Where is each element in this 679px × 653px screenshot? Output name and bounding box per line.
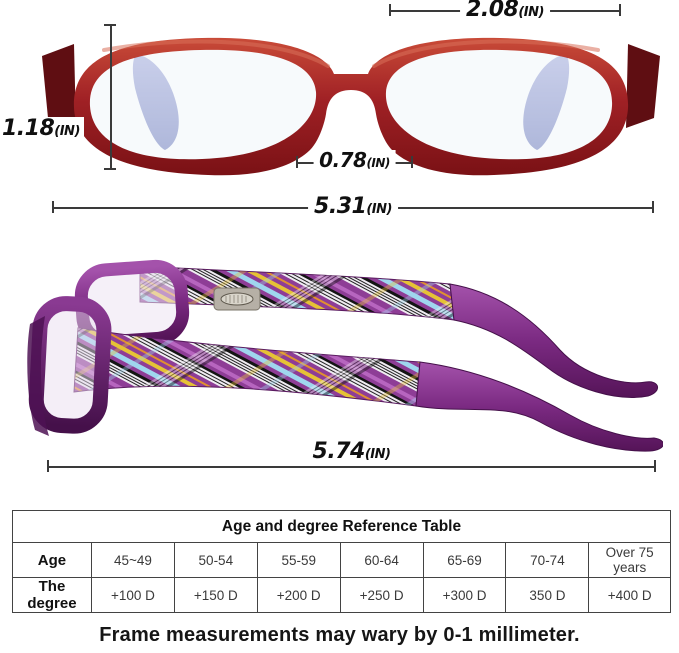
dimension-tick [52,201,54,213]
dimension-label: 5.74(IN) [307,440,397,463]
table-cell: 350 D [505,577,590,613]
frame-highlights [102,39,600,68]
dimension-tick [104,24,116,26]
row-header: Age [12,542,92,578]
table-row-age: Age 45~49 50-54 55-59 60-64 65-69 70-74 … [12,542,671,578]
dimension-tick [389,4,391,16]
footnote-text: Frame measurements may wary by 0-1 milli… [99,624,580,646]
dimension-frame-width: 5.31(IN) [52,194,654,220]
dimension-tick [619,4,621,16]
table-cell: Over 75 years [588,542,671,578]
dimension-temple-length: 5.74(IN) [47,440,656,476]
lower-temple [73,327,663,452]
dimension-value: 0.78 [319,148,367,172]
dimension-line [110,24,112,170]
table-cell: +100 D [90,577,175,613]
table-cell: 70-74 [505,542,590,578]
table-title: Age and degree Reference Table [12,510,671,543]
dimension-value: 2.08 [466,0,519,22]
red-frame [73,37,629,176]
purple-glasses-side-illustration [27,259,663,452]
table-cell: +400 D [588,577,671,613]
dimension-unit: (IN) [366,202,392,217]
dimension-unit: (IN) [366,156,390,170]
front-frame-edge [27,316,49,436]
dimension-tick [652,201,654,213]
dimension-tick [654,460,656,472]
hinge-metal [213,287,261,311]
dimension-value: 5.31 [314,194,367,219]
dimension-label: 0.78(IN) [313,150,396,171]
lens-glass [89,49,613,160]
dimension-unit: (IN) [54,124,80,139]
upper-temple [139,265,658,398]
table-cell: 55-59 [256,542,341,578]
dimension-value: 1.18 [2,116,55,141]
dimension-tick [47,460,49,472]
table-cell: 50-54 [173,542,258,578]
age-degree-reference-table: Age and degree Reference Table Age 45~49… [12,510,671,613]
table-cell: +250 D [339,577,424,613]
dimension-tick [411,156,413,168]
dimension-bridge-width: 0.78(IN) [296,150,413,174]
table-row-degree: The degree +100 D +150 D +200 D +250 D +… [12,577,671,613]
dimension-tick [104,168,116,170]
end-pieces [42,44,660,128]
dimension-line [47,466,656,468]
table-cell: +300 D [422,577,507,613]
table-cell: +200 D [256,577,341,613]
dimension-lens-width: 2.08(IN) [389,0,621,24]
table-cell: +150 D [173,577,258,613]
dimension-unit: (IN) [518,5,544,20]
table-title-row: Age and degree Reference Table [12,510,671,543]
dimension-label: 1.18(IN) [0,116,84,141]
dimension-value: 5.74 [312,439,366,464]
dimension-unit: (IN) [364,447,391,462]
table-cell: 45~49 [90,542,175,578]
red-glasses-front-illustration [42,37,660,176]
dimension-tick [296,156,298,168]
front-lens-rim [28,296,112,434]
table-cell: 60-64 [339,542,424,578]
dimension-label: 2.08(IN) [460,0,550,22]
table-cell: 65-69 [422,542,507,578]
dimension-lens-height [104,24,117,170]
row-header: The degree [12,577,92,613]
dimension-label: 5.31(IN) [308,194,398,219]
